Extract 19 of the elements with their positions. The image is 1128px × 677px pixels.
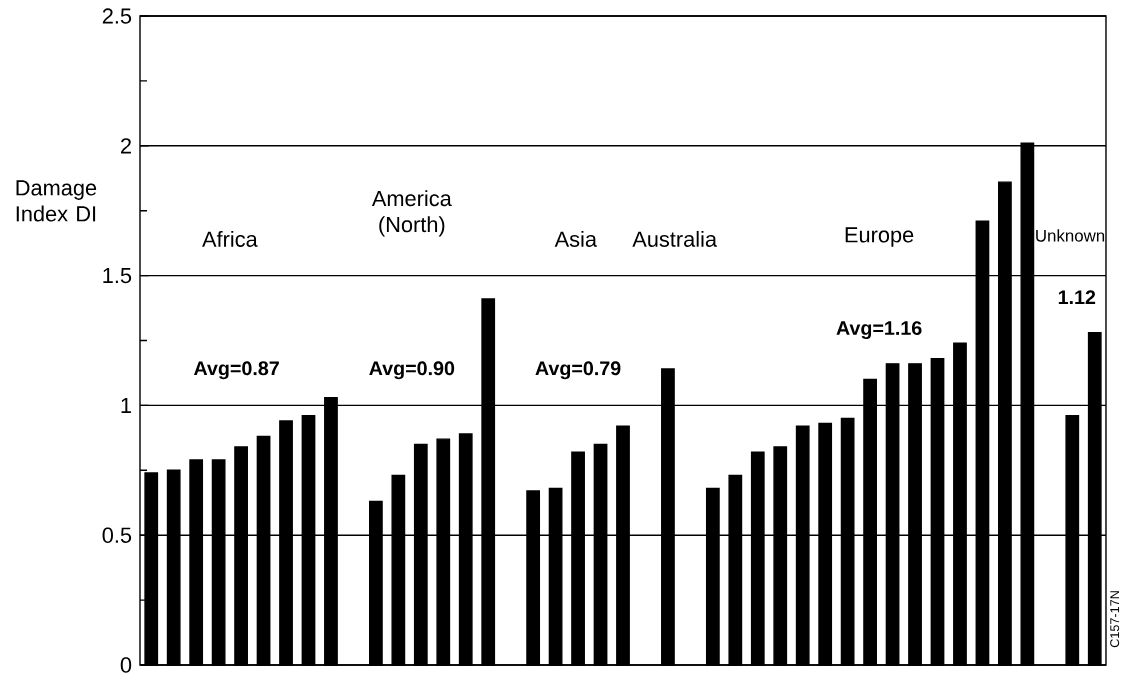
y-axis-title: Damage Index DI — [16, 180, 97, 222]
y-tick-label: 1.5 — [103, 268, 132, 284]
annotation: 1.12 — [1058, 290, 1096, 304]
y-tick-label: 1 — [121, 397, 131, 413]
annotation: Avg=0.79 — [535, 361, 621, 380]
annotation: Avg=0.87 — [193, 361, 279, 380]
annotation: Unknown — [1036, 229, 1105, 242]
annotation: Europe — [845, 227, 914, 247]
y-tick-label: 0.5 — [102, 527, 132, 543]
annotation: Asia — [554, 230, 598, 247]
text: C157-17N — [1110, 591, 1120, 648]
y-tick-label: 2 — [121, 138, 131, 154]
y-tick-label: 2.5 — [102, 8, 132, 24]
annotation: Avg=1.16 — [836, 321, 922, 340]
annotation: America (North) — [371, 190, 452, 237]
annotation: Avg=0.90 — [369, 361, 455, 380]
y-tick-label: 0 — [120, 657, 132, 673]
annotation: Africa — [202, 230, 258, 247]
annotation: Australia — [632, 230, 718, 247]
